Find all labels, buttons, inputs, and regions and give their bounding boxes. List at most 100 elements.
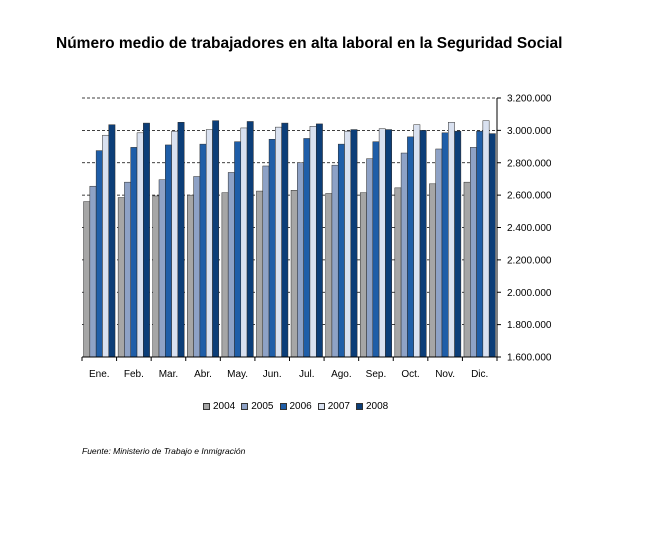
bar-2008-feb xyxy=(143,122,150,358)
bar-2006-jul xyxy=(303,138,311,358)
chart-title: Número medio de trabajadores en alta lab… xyxy=(56,35,563,52)
x-tick-label: Ene. xyxy=(89,369,110,380)
bar-2005-abr xyxy=(193,176,201,358)
bar-2005-feb xyxy=(124,181,131,358)
bar-2005-may xyxy=(227,172,235,358)
x-tick-label: May. xyxy=(227,369,248,380)
bar-2008-mar xyxy=(177,122,185,358)
bar-2004-ene xyxy=(83,201,91,358)
bar-2008-nov xyxy=(454,130,462,358)
bar-2007-ago xyxy=(344,130,352,358)
bar-2007-sep xyxy=(378,128,386,358)
legend-item-2008: 2008 xyxy=(356,401,388,412)
bar-2007-nov xyxy=(448,122,455,358)
x-tick-label: Abr. xyxy=(194,369,212,380)
bar-2004-abr xyxy=(187,194,194,358)
bar-2004-nov xyxy=(429,183,436,358)
bar-2004-jun xyxy=(256,190,264,358)
bar-2005-ago xyxy=(331,164,339,358)
bar-2004-ago xyxy=(325,193,333,358)
y-tick-label: 3.000.000 xyxy=(507,126,552,137)
x-tick-label: Dic. xyxy=(471,369,488,380)
bar-2006-sep xyxy=(372,141,380,358)
y-tick-label: 2.000.000 xyxy=(507,288,552,299)
bar-2007-jul xyxy=(309,126,317,358)
source-note: Fuente: Ministerio de Trabajo e Inmigrac… xyxy=(82,446,246,456)
legend-item-2007: 2007 xyxy=(317,401,350,412)
bar-2008-ene xyxy=(108,124,116,358)
bar-2007-oct xyxy=(413,124,421,358)
legend-swatch xyxy=(241,403,249,410)
bar-2006-mar xyxy=(165,144,172,358)
bar-2005-jun xyxy=(262,165,270,358)
bar-2005-nov xyxy=(435,148,443,358)
bar-2008-abr xyxy=(212,120,220,358)
bar-2004-sep xyxy=(359,192,367,358)
bar-2006-feb xyxy=(130,147,138,358)
y-tick-label: 1.800.000 xyxy=(507,320,552,331)
x-tick-label: Nov. xyxy=(435,369,455,380)
bar-2007-jun xyxy=(275,126,282,358)
bar-2006-nov xyxy=(441,132,449,358)
y-tick-label: 2.600.000 xyxy=(507,191,552,202)
y-tick-label: 2.800.000 xyxy=(507,158,552,169)
bar-2008-jun xyxy=(281,122,289,358)
bar-2005-dic xyxy=(470,147,477,358)
bar-2008-ago xyxy=(350,129,358,358)
bar-2006-ene xyxy=(95,150,103,358)
legend-swatch xyxy=(317,403,325,410)
bar-2008-jul xyxy=(315,123,323,358)
bar-2004-jul xyxy=(290,190,298,358)
bar-2005-ene xyxy=(89,185,97,358)
legend-item-2004: 2004 xyxy=(203,401,235,412)
x-tick-label: Jun. xyxy=(263,369,282,380)
legend-swatch xyxy=(356,403,363,410)
legend-label: 2005 xyxy=(251,401,274,412)
bar-2005-jul xyxy=(297,162,304,358)
bar-2004-mar xyxy=(152,195,160,358)
bar-2006-dic xyxy=(476,130,484,358)
bar-2004-may xyxy=(221,192,229,358)
bar-2004-feb xyxy=(117,197,125,358)
bar-2006-abr xyxy=(199,143,207,358)
legend-label: 2007 xyxy=(327,401,350,412)
axes: 1.600.000 1.800.000 2.000.000 2.200.000 2.40… xyxy=(81,94,552,380)
legend-label: 2006 xyxy=(289,401,312,412)
x-tick-label: Mar. xyxy=(159,369,178,380)
y-tick-label: 3.200.000 xyxy=(507,94,552,105)
legend-swatch xyxy=(203,403,210,410)
legend: 2004 2005 2006 2007 2008 xyxy=(203,401,388,412)
bar-2006-oct xyxy=(407,136,414,358)
bar-2006-jun xyxy=(268,139,276,358)
bar-2004-dic xyxy=(463,181,471,358)
x-tick-label: Ago. xyxy=(331,369,352,380)
legend-item-2006: 2006 xyxy=(279,401,312,412)
x-tick-label: Jul. xyxy=(299,369,315,380)
y-tick-label: 1.600.000 xyxy=(507,353,552,364)
legend-swatch xyxy=(279,403,287,410)
y-tick-label: 2.200.000 xyxy=(507,255,552,266)
x-tick-label: Oct. xyxy=(401,369,419,380)
bar-2004-oct xyxy=(394,187,402,358)
legend-label: 2004 xyxy=(213,401,236,412)
x-tick-label: Feb. xyxy=(124,369,144,380)
bar-2007-abr xyxy=(205,129,213,358)
legend-label: 2008 xyxy=(366,401,389,412)
bar-2005-oct xyxy=(400,152,408,358)
bar-2008-sep xyxy=(385,129,392,358)
bar-2007-mar xyxy=(171,130,179,358)
bar-2006-ago xyxy=(337,143,345,358)
bar-2008-dic xyxy=(488,133,496,358)
x-tick-label: Sep. xyxy=(366,369,387,380)
bar-2007-ene xyxy=(102,134,109,358)
bars xyxy=(83,120,496,358)
bar-2005-sep xyxy=(366,158,374,358)
bar-2007-feb xyxy=(136,132,144,358)
bar-2008-may xyxy=(246,121,254,358)
legend-item-2005: 2005 xyxy=(241,401,274,412)
y-tick-label: 2.400.000 xyxy=(507,223,552,234)
bar-2007-may xyxy=(240,127,248,358)
gridlines xyxy=(82,97,497,326)
bar-2007-dic xyxy=(482,120,490,358)
